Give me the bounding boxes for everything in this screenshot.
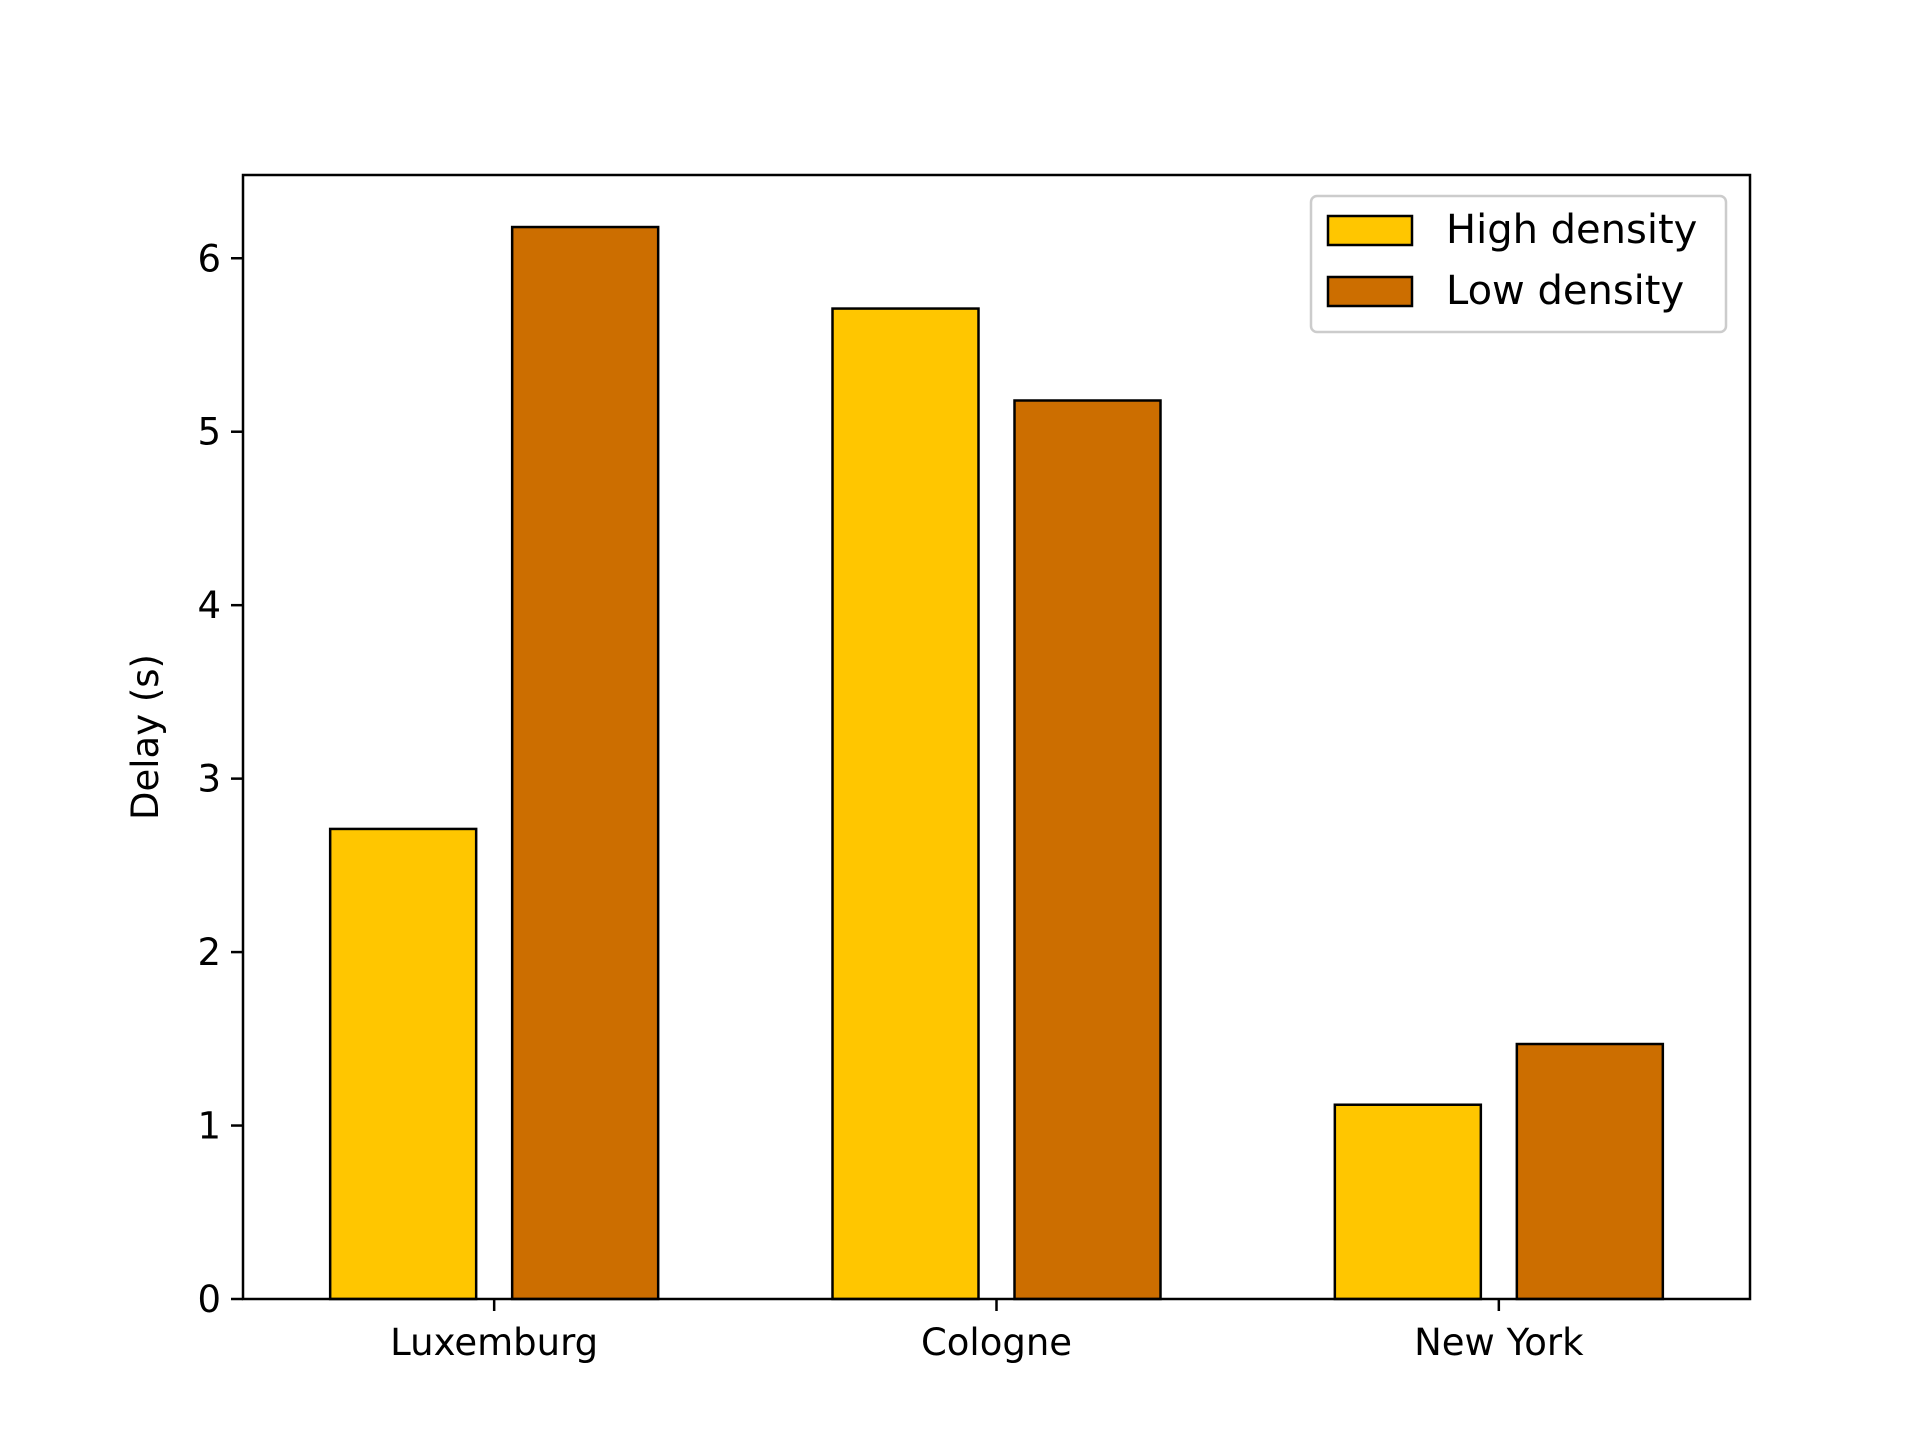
bar-luxemburg-low-density <box>510 225 660 1301</box>
bar-cologne-low-density <box>1013 399 1162 1301</box>
y-tick-label: 1 <box>197 1105 221 1148</box>
bar-new-york-high-density <box>1333 1103 1483 1301</box>
legend-label: Low density <box>1446 268 1684 314</box>
bars-group <box>328 225 1665 1301</box>
y-tick-label: 3 <box>197 758 221 801</box>
bar-cologne-high-density <box>831 307 980 1301</box>
legend-swatch <box>1326 275 1414 308</box>
legend-box <box>1309 194 1728 334</box>
y-tick-label: 4 <box>197 584 221 627</box>
legend: High density Low density <box>1309 194 1728 334</box>
y-axis-label: Delay (s) <box>124 654 167 820</box>
x-axis: Luxemburg Cologne New York <box>390 1299 1584 1364</box>
legend-label: High density <box>1446 207 1697 253</box>
legend-swatch <box>1326 214 1414 247</box>
y-tick-label: 0 <box>197 1278 221 1321</box>
y-tick-label: 6 <box>197 237 221 280</box>
bar-luxemburg-high-density <box>328 827 478 1301</box>
y-axis: 0 1 2 3 4 5 6 <box>197 237 243 1321</box>
x-tick-label: New York <box>1414 1321 1584 1364</box>
y-tick-label: 5 <box>197 411 221 454</box>
x-tick-label: Cologne <box>921 1321 1072 1364</box>
bar-new-york-low-density <box>1515 1042 1665 1301</box>
x-tick-label: Luxemburg <box>390 1321 598 1364</box>
y-tick-label: 2 <box>197 931 221 974</box>
legend-items: High density Low density <box>1326 207 1697 314</box>
